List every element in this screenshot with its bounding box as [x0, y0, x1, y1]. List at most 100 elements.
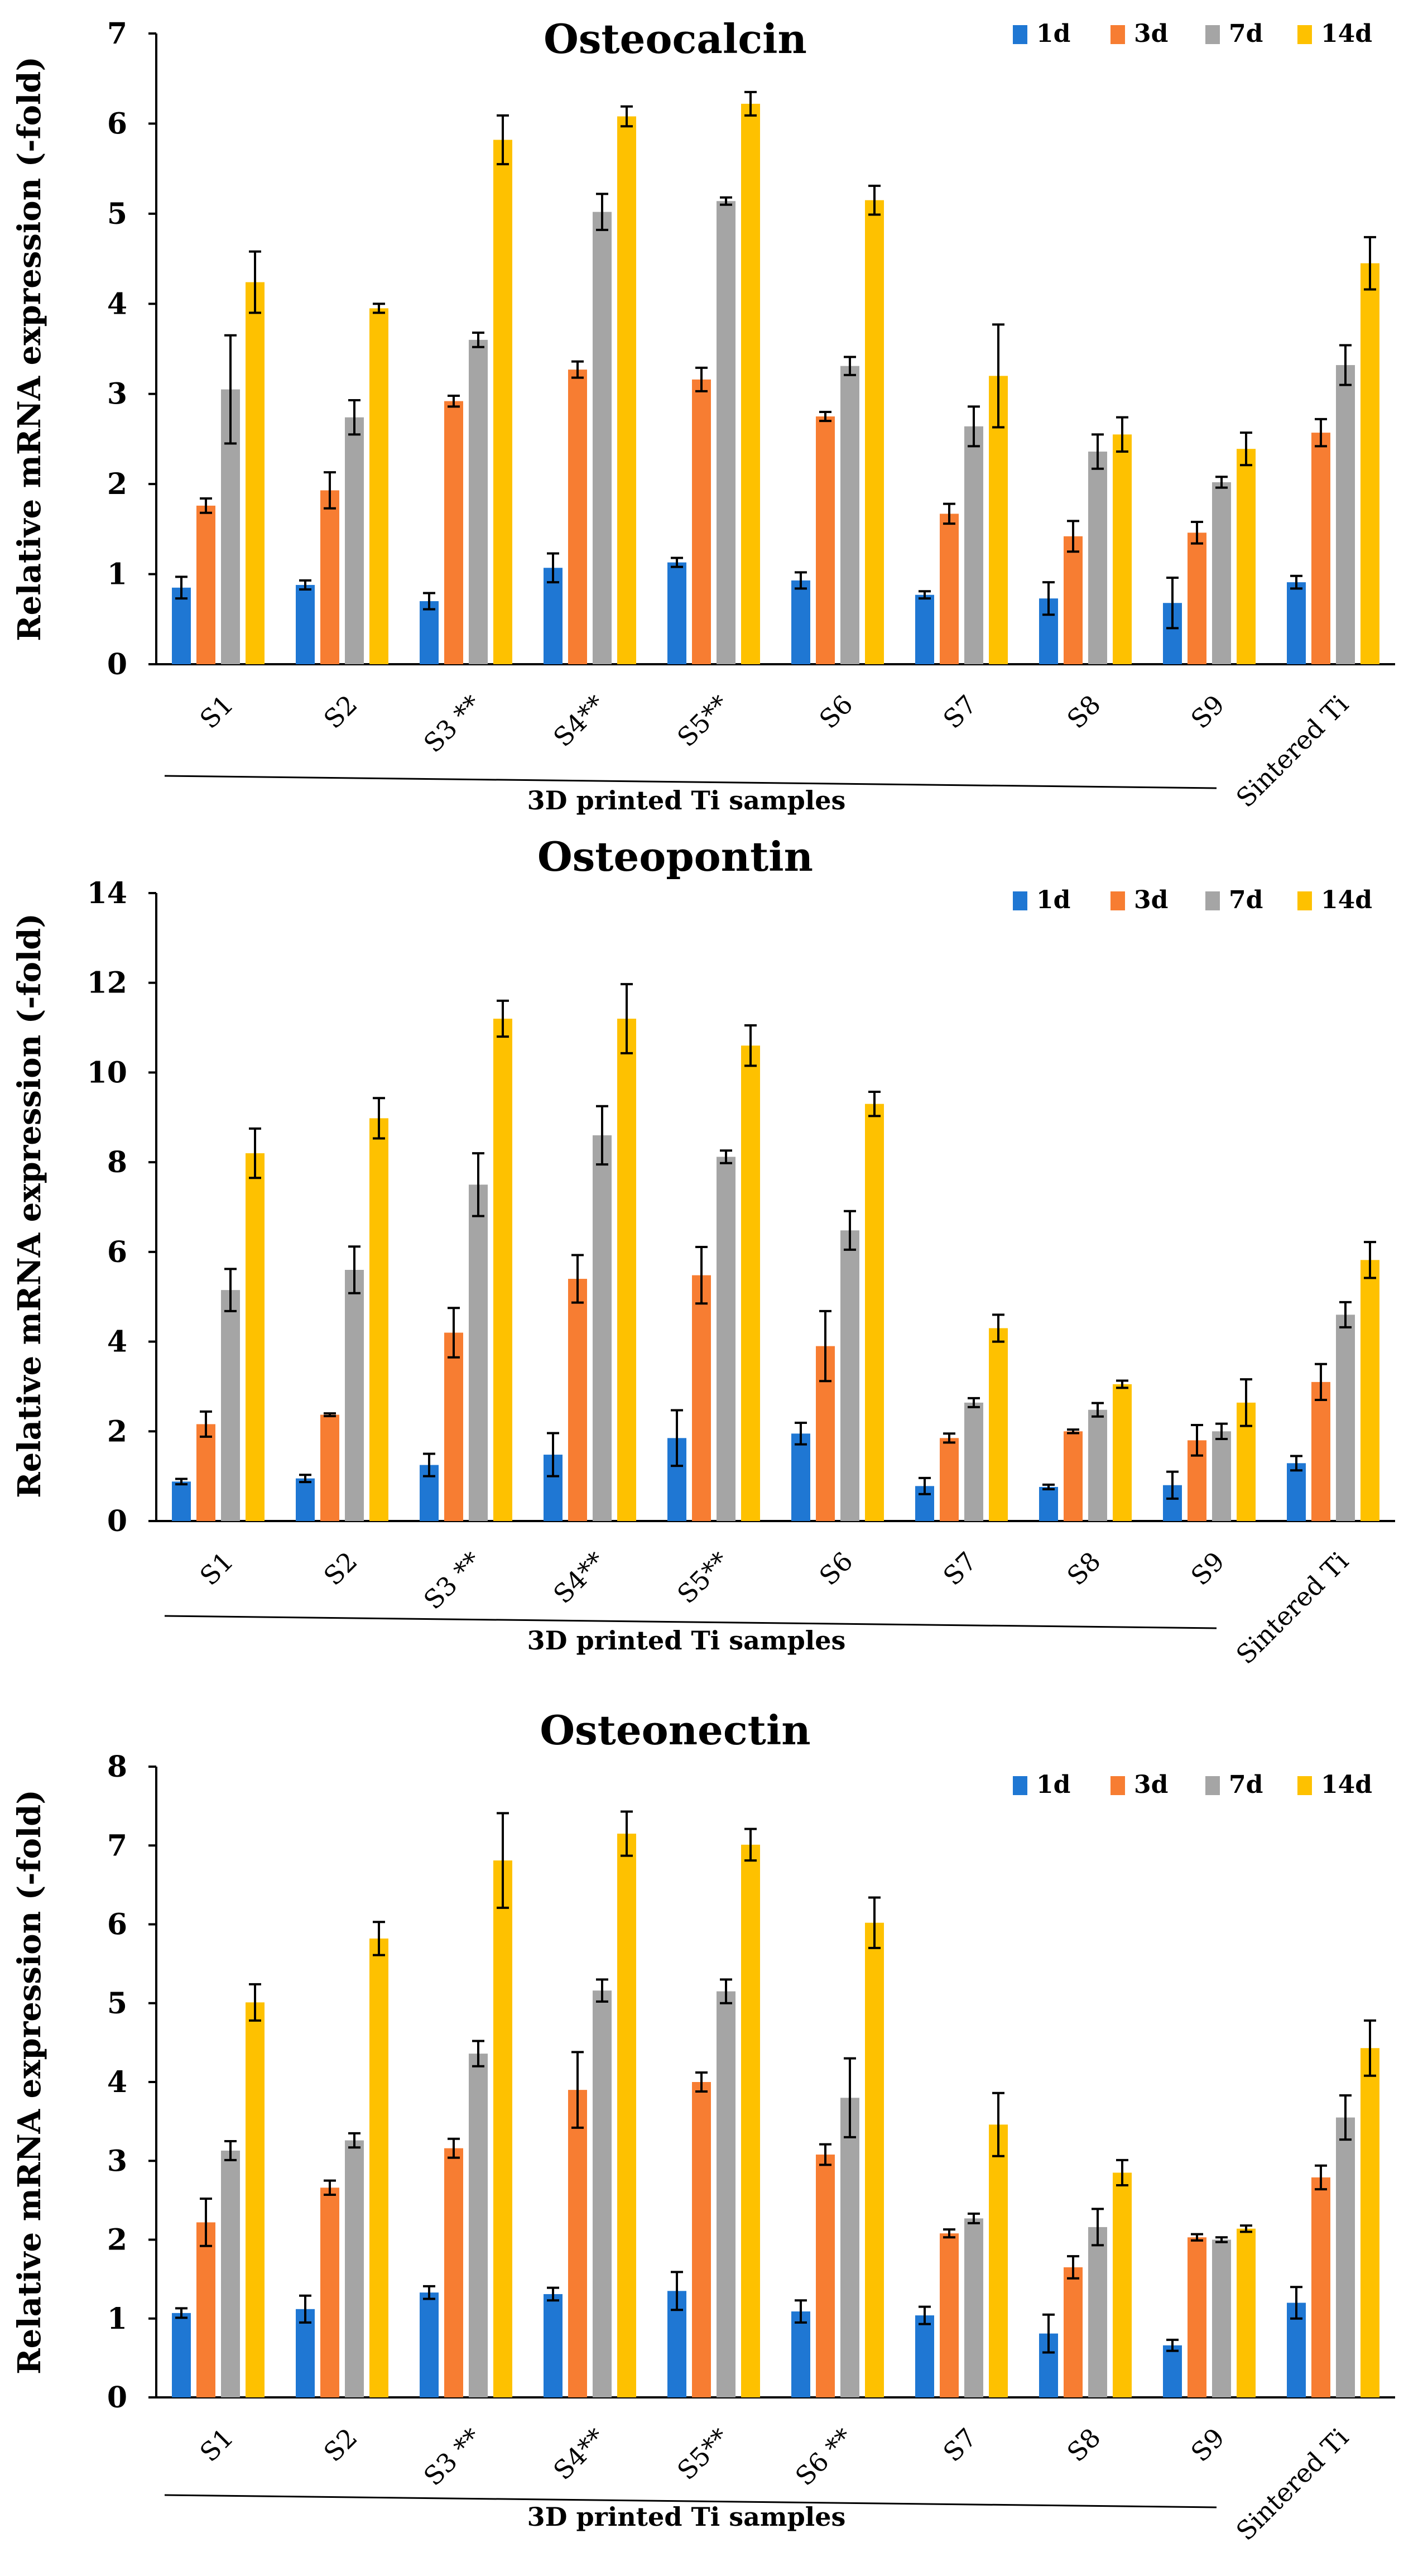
bar-3d-2 — [320, 1414, 339, 1521]
chart-title: Osteopontin — [537, 833, 813, 880]
error-bar-1d-10 — [1290, 2286, 1302, 2320]
category-group-1 — [172, 250, 265, 664]
group-underline — [164, 2494, 1217, 2508]
error-bar-7d-10 — [1339, 2094, 1352, 2141]
legend-swatch — [1297, 891, 1312, 910]
bar-3d-1 — [196, 505, 215, 664]
error-bar-3d-10 — [1315, 1363, 1327, 1402]
legend-item-7d: 7d — [1205, 1771, 1263, 1799]
legend-swatch — [1110, 891, 1125, 910]
error-bar-14d-2 — [373, 1921, 385, 1956]
bar-3d-5 — [692, 2082, 711, 2397]
category-group-9 — [1163, 1378, 1256, 1521]
legend-item-1d: 1d — [1013, 20, 1070, 48]
error-bar-1d-9 — [1166, 577, 1179, 630]
bar-3d-7 — [940, 1438, 959, 1521]
bar-3d-8 — [1064, 1431, 1083, 1521]
legend-swatch — [1297, 25, 1312, 44]
error-bar-14d-5 — [744, 90, 757, 117]
group-underline — [164, 1615, 1217, 1629]
y-tick-label: 8 — [107, 1750, 127, 1784]
error-bar-14d-10 — [1364, 1241, 1376, 1279]
error-bar-1d-9 — [1166, 1470, 1179, 1500]
error-bar-1d-3 — [423, 1452, 435, 1478]
bar-1d-7 — [915, 594, 934, 664]
bar-3d-8 — [1064, 2267, 1083, 2397]
chart-title: Osteocalcin — [544, 15, 807, 63]
bar-3d-3 — [444, 401, 463, 664]
error-bar-3d-5 — [695, 366, 708, 392]
bar-14d-9 — [1237, 2228, 1256, 2397]
group-label: 3D printed Ti samples — [527, 785, 846, 816]
bar-1d-10 — [1287, 1463, 1306, 1521]
bar-7d-10 — [1336, 2117, 1355, 2397]
bar-14d-6 — [865, 1104, 884, 1521]
error-bar-1d-9 — [1166, 2338, 1179, 2352]
legend-item-1d: 1d — [1013, 1771, 1070, 1799]
error-bar-3d-2 — [324, 2179, 336, 2196]
error-bar-7d-8 — [1092, 1402, 1104, 1418]
bar-7d-8 — [1088, 2227, 1107, 2397]
error-bar-14d-3 — [497, 114, 509, 166]
bar-1d-6 — [791, 580, 810, 664]
legend-label: 1d — [1036, 1771, 1070, 1799]
error-bar-14d-1 — [249, 1983, 261, 2022]
y-tick-label: 2 — [107, 467, 127, 501]
legend-item-3d: 3d — [1110, 20, 1168, 48]
bar-7d-3 — [469, 2054, 488, 2397]
y-tick-label: 6 — [107, 107, 127, 141]
bar-3d-8 — [1064, 536, 1083, 664]
bar-1d-4 — [544, 568, 563, 664]
category-group-9 — [1163, 2224, 1256, 2397]
error-bar-14d-4 — [621, 1810, 633, 1857]
bar-14d-6 — [865, 200, 884, 665]
y-tick-label: 0 — [107, 2381, 127, 2415]
error-bar-7d-9 — [1215, 2236, 1228, 2243]
bar-3d-2 — [320, 2188, 339, 2397]
category-group-2 — [296, 303, 388, 664]
bar-7d-3 — [469, 339, 488, 664]
error-bar-7d-3 — [472, 2040, 484, 2067]
bar-7d-1 — [221, 1290, 240, 1521]
legend-swatch — [1013, 25, 1027, 44]
bar-14d-4 — [617, 116, 636, 664]
bar-1d-6 — [791, 2311, 810, 2397]
error-bar-3d-5 — [695, 1246, 708, 1305]
category-group-10 — [1287, 1241, 1379, 1521]
error-bar-1d-7 — [919, 2305, 931, 2325]
bar-14d-2 — [369, 1938, 388, 2397]
error-bar-7d-3 — [472, 331, 484, 348]
bar-14d-5 — [741, 1844, 760, 2397]
y-tick-label: 4 — [107, 2065, 127, 2099]
bar-3d-4 — [568, 2090, 587, 2397]
category-group-3 — [420, 114, 512, 664]
group-underline — [164, 775, 1217, 789]
group-label: 3D printed Ti samples — [527, 1625, 846, 1656]
error-bar-14d-2 — [373, 1097, 385, 1140]
bar-3d-1 — [196, 2222, 215, 2397]
bar-1d-2 — [296, 584, 315, 664]
bar-7d-10 — [1336, 365, 1355, 664]
error-bar-1d-10 — [1290, 1455, 1302, 1472]
legend-label: 3d — [1134, 20, 1168, 48]
bar-7d-8 — [1088, 1409, 1107, 1521]
category-group-7 — [915, 2091, 1008, 2397]
bar-3d-1 — [196, 1424, 215, 1521]
y-tick-label: 6 — [107, 1235, 127, 1269]
error-bar-3d-7 — [943, 502, 955, 525]
error-bar-14d-9 — [1240, 431, 1252, 467]
category-group-4 — [544, 105, 636, 665]
legend-label: 3d — [1134, 886, 1168, 914]
error-bar-14d-7 — [992, 1313, 1004, 1343]
bar-7d-4 — [593, 1990, 612, 2397]
bar-7d-2 — [345, 417, 364, 664]
error-bar-7d-8 — [1092, 433, 1104, 470]
error-bar-14d-7 — [992, 2091, 1004, 2157]
category-group-7 — [915, 323, 1008, 664]
bar-1d-1 — [172, 587, 191, 664]
legend-label: 1d — [1036, 886, 1070, 914]
category-group-9 — [1163, 431, 1256, 664]
bar-7d-10 — [1336, 1315, 1355, 1521]
legend-item-3d: 3d — [1110, 886, 1168, 914]
legend-label: 7d — [1229, 886, 1263, 914]
